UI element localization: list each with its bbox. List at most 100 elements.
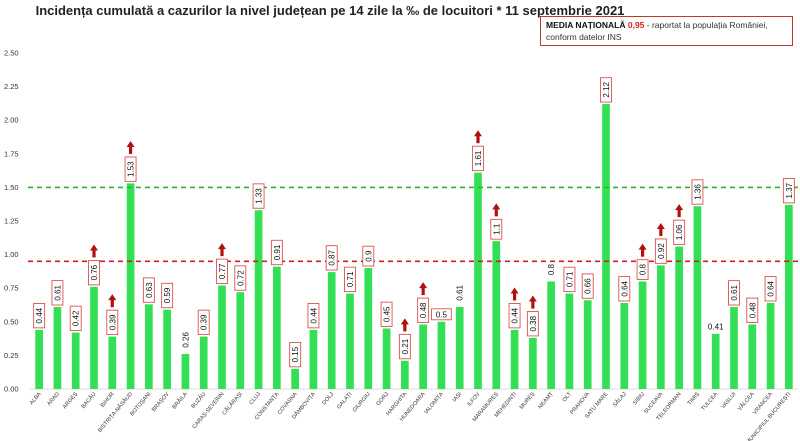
value-label: 1.37 [785,182,794,198]
value-label: 0.44 [309,307,318,323]
category-label: SĂLAJ [611,391,627,409]
category-label: CLUJ [249,391,263,406]
arrow-up-icon [108,294,117,301]
y-tick-label: 1.00 [4,250,19,259]
arrow-up-icon-shaft [421,287,425,296]
value-label-box [764,276,777,302]
category-label: DOLJ [321,391,335,406]
arrow-up-icon [218,243,226,250]
value-label-box [197,309,210,336]
bar [693,206,702,389]
value-label-box [289,341,302,368]
value-label-box [252,183,265,209]
value-label-box [325,245,338,271]
value-label: 0.48 [419,302,428,318]
category-label: ARGEȘ [62,391,79,410]
bar [126,183,135,389]
category-label: SIBIU [632,391,646,406]
y-tick-label: 2.50 [4,49,19,58]
y-tick-label: 1.75 [4,149,19,158]
category-label: BUZĂU [190,391,208,410]
value-label: 0.45 [383,306,392,322]
value-label-box [69,305,82,332]
value-label: 0.77 [218,263,227,279]
value-label: 0.91 [273,244,282,260]
value-label: 0.39 [108,314,117,330]
bar [364,268,373,389]
value-label: 0.66 [584,278,593,294]
y-tick-label: 2.25 [4,82,19,91]
bar [785,204,793,389]
bar [401,360,409,389]
category-label: GALAȚI [336,391,354,410]
bar [254,210,263,389]
category-label: ILFOV [467,391,482,407]
value-label-box [344,266,356,293]
bar [565,293,574,389]
value-label: 1.1 [492,223,501,235]
value-label-box [472,145,484,172]
value-label: 0.5 [436,310,448,319]
arrow-up-icon [90,244,98,251]
value-label: 0.8 [639,263,648,275]
y-tick-label: 2.00 [4,116,19,125]
value-label-box [417,297,430,323]
value-label-box [618,276,631,302]
bar [273,266,281,389]
bar [492,241,501,389]
y-tick-label: 0.25 [4,351,19,360]
value-label-box [654,238,667,264]
arrow-up-icon-shaft [110,299,114,308]
value-label: 0.87 [328,250,337,266]
value-label: 1.61 [474,150,483,166]
category-label: IALOMIȚA [424,391,446,415]
arrow-up-icon [638,243,647,250]
value-label-box [106,309,119,336]
category-label: GIURGIU [352,391,372,413]
bar [90,286,98,389]
bar [510,329,519,389]
bar [711,333,720,389]
bar [309,329,318,389]
value-label-box [691,179,704,205]
bar [145,304,153,389]
bar [327,272,336,389]
arrow-up-icon-shaft [476,135,480,144]
value-label-box [782,178,795,204]
arrow-up-icon [419,282,428,289]
value-label: 0.61 [730,284,739,300]
arrow-up-icon [510,287,519,294]
arrow-up-icon-shaft [677,209,681,218]
value-label: 0.44 [35,307,44,323]
y-tick-label: 1.25 [4,217,19,226]
category-label: TIMIȘ [687,391,701,406]
value-label: 0.38 [529,315,538,331]
category-label: BISTRIȚA-NĂSĂUD [96,391,134,434]
value-label-box [526,311,539,337]
value-label-box [270,239,283,266]
bar [291,368,299,389]
category-label: BRAȘOV [151,391,171,413]
y-tick-label: 0.50 [4,317,19,326]
value-label-box [490,218,503,240]
bar [53,307,62,389]
arrow-up-icon-shaft [128,145,133,154]
arrow-up-icon-shaft [659,227,663,236]
arrow-up-icon-shaft [531,300,535,309]
arrow-up-icon [528,295,537,302]
value-label-box [234,265,247,291]
value-label: 1.36 [693,184,702,200]
bar [218,285,226,389]
arrow-up-icon-shaft [220,248,224,257]
category-label: ALBA [29,391,43,406]
arrow-up-icon-shaft [403,323,407,332]
national-average-note: - raportat la populația României, confor… [546,20,768,42]
value-label: 0.39 [200,314,209,330]
arrow-up-icon [656,222,665,229]
bar [419,324,427,389]
value-label: 0.76 [90,264,99,280]
value-label-box [216,258,228,284]
value-label-box [508,303,521,329]
value-label: 0.72 [236,270,245,286]
value-label-box [600,77,612,103]
